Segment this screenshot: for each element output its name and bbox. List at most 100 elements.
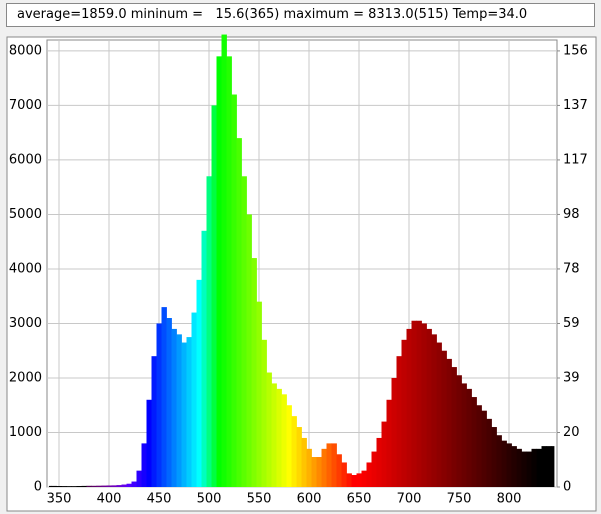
spectrum-slice xyxy=(451,367,457,487)
spectrum-slice xyxy=(286,405,292,487)
spectrum-slice xyxy=(61,486,67,487)
spectrum-slice xyxy=(76,486,82,487)
spectrum-slice xyxy=(546,446,552,487)
spectrum-slice xyxy=(541,446,547,487)
y2-tick-label: 78 xyxy=(563,261,580,276)
spectrum-slice xyxy=(211,105,217,487)
spectrum-slice xyxy=(106,485,112,487)
spectrum-slice xyxy=(536,448,542,487)
spectrum-slice xyxy=(516,448,522,487)
y2-tick-label: 0 xyxy=(563,480,571,495)
x-tick-label: 700 xyxy=(397,492,422,507)
spectrum-slice xyxy=(491,427,497,487)
spectrum-slice xyxy=(506,443,512,487)
spectrum-slice xyxy=(131,481,137,487)
spectrum-slice xyxy=(136,470,142,487)
y-tick-label: 5000 xyxy=(9,207,42,222)
spectrum-slice xyxy=(346,473,352,487)
x-tick-label: 600 xyxy=(297,492,322,507)
spectrum-slice xyxy=(341,462,347,487)
y-tick-label: 4000 xyxy=(9,261,42,276)
spectrum-slice xyxy=(156,323,162,487)
y-tick-label: 0 xyxy=(34,480,42,495)
spectrum-slice xyxy=(476,405,482,487)
spectrum-slice xyxy=(291,416,297,487)
spectrum-slice xyxy=(381,421,387,487)
x-tick-label: 400 xyxy=(97,492,122,507)
spectrum-slice xyxy=(376,437,382,487)
spectrum-slice xyxy=(356,473,362,487)
spectrum-slice xyxy=(81,485,87,487)
spectrum-slice xyxy=(126,483,132,487)
spectrum-slice xyxy=(411,320,417,487)
spectrum-slice xyxy=(396,356,402,487)
spectrum-slice xyxy=(301,437,307,487)
spectrum-slice xyxy=(236,138,242,487)
spectrum-slice xyxy=(481,410,487,487)
spectrum-slice xyxy=(351,475,357,487)
y2-tick-label: 117 xyxy=(563,152,588,167)
x-tick-label: 800 xyxy=(497,492,522,507)
spectrum-slice xyxy=(71,486,77,487)
spectrum-slice xyxy=(311,457,317,487)
spectrum-slice xyxy=(456,375,462,487)
spectrum-slice xyxy=(391,377,397,487)
spectrum-slice xyxy=(486,418,492,487)
spectrum-slice xyxy=(186,337,192,487)
spectrum-slice xyxy=(426,328,432,487)
y2-tick-label: 156 xyxy=(563,43,588,58)
spectrum-slice xyxy=(171,328,177,487)
y-tick-label: 8000 xyxy=(9,43,42,58)
spectrum-slice xyxy=(361,470,367,487)
spectrum-slice xyxy=(431,334,437,487)
spectrum-slice xyxy=(256,301,262,487)
spectrum-slice xyxy=(166,318,172,487)
spectrum-slice xyxy=(91,485,97,487)
spectrum-slice xyxy=(206,176,212,487)
spectrum-slice xyxy=(251,258,257,487)
spectrum-slice xyxy=(466,388,472,487)
y2-tick-label: 20 xyxy=(563,425,580,440)
y2-tick-label: 39 xyxy=(563,370,580,385)
spectrum-slice xyxy=(281,394,287,487)
spectrum-slice xyxy=(406,328,412,487)
spectrum-slice xyxy=(421,323,427,487)
spectrum-slice xyxy=(121,484,127,487)
spectrum-slice xyxy=(161,307,167,487)
spectrum-slice xyxy=(176,334,182,487)
spectrum-slice xyxy=(86,485,92,487)
spectrum-slice xyxy=(461,383,467,487)
spectrum-slice xyxy=(446,358,452,487)
status-bar: average=1859.0 mininum = 15.6(365) maxim… xyxy=(6,3,595,27)
spectrum-slice xyxy=(146,399,152,487)
spectrum-slice xyxy=(371,451,377,487)
y-tick-label: 7000 xyxy=(9,98,42,113)
x-tick-label: 350 xyxy=(47,492,72,507)
spectrum-slice xyxy=(416,320,422,487)
x-tick-label: 750 xyxy=(447,492,472,507)
spectrum-slice xyxy=(501,440,507,487)
x-tick-label: 450 xyxy=(147,492,172,507)
spectrum-slice xyxy=(496,435,502,487)
spectrum-slice xyxy=(231,94,237,487)
spectrum-slice xyxy=(471,397,477,487)
x-tick-label: 650 xyxy=(347,492,372,507)
spectrum-slice xyxy=(266,372,272,487)
spectrum-slice xyxy=(66,486,72,487)
y2-tick-label: 59 xyxy=(563,316,580,331)
spectrum-slice xyxy=(141,443,147,487)
spectrum-slice xyxy=(296,427,302,487)
spectrum-slice xyxy=(321,448,327,487)
y-tick-label: 6000 xyxy=(9,152,42,167)
y-tick-label: 2000 xyxy=(9,370,42,385)
spectrum-slice xyxy=(151,356,157,487)
y2-tick-label: 98 xyxy=(563,207,580,222)
spectrum-slice xyxy=(56,486,62,487)
spectrum-slice xyxy=(551,446,555,487)
spectrum-slice xyxy=(436,342,442,487)
spectrum-slice xyxy=(49,485,52,487)
spectrum-slice xyxy=(196,279,202,487)
y-tick-label: 1000 xyxy=(9,425,42,440)
